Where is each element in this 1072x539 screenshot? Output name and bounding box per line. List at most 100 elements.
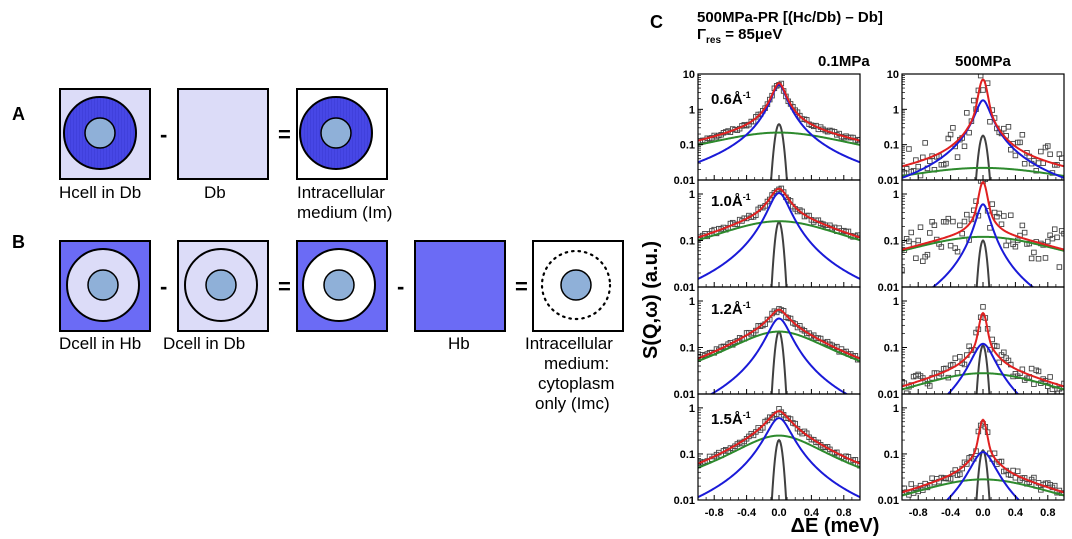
data-point [1035,256,1042,262]
data-point [1019,132,1026,138]
b-label-dcell-in-db: Dcell in Db [163,334,245,353]
b-cytoplasm-box [532,240,624,332]
data-point [927,158,933,164]
q-label-1-2: 1.2Å-1 [711,300,751,318]
data-point [1012,243,1019,250]
x-tick-label: 0.4 [1008,507,1024,519]
y-tick-label: 1 [893,104,899,116]
data-point [1001,213,1007,219]
resolution-curve [975,448,991,500]
x-tick-label: 0.0 [975,507,990,519]
panel-c-resolution-label: Γres = 85μeV [697,26,782,46]
data-point [943,160,949,167]
data-point [964,211,970,218]
data-point [952,143,958,150]
broad-component-curve [902,166,1064,177]
total-fit-curve [902,418,1064,494]
b-label-hb: Hb [448,334,470,353]
data-point [927,230,933,236]
qens-panel: 10 1 0.1 0.01 [878,69,1065,187]
broad-component-curve [902,372,1064,391]
data-point [780,189,787,195]
data-point [1045,238,1051,245]
plot-frame [901,179,1065,288]
y-tick-label: 0.1 [884,449,899,461]
data-point [915,237,921,244]
x-axis-title: ΔE (meV) [791,515,880,537]
y-tick-label: 0.01 [878,282,899,294]
panel-c-letter: C [650,12,663,32]
data-point [913,255,919,261]
b-dcell-in-hb-box [59,240,151,332]
data-point [903,390,910,394]
a-label-medium-im: medium (Im) [297,203,392,222]
y-tick-label: 10 [887,69,899,81]
data-point [922,140,928,146]
data-point [957,471,963,478]
q-label-1-0: 1.0Å-1 [711,192,751,210]
b-operator-minus-1: - [160,274,167,299]
data-point [1005,124,1012,130]
total-fit-curve [698,410,860,465]
qens-panel: 1 0.1 0.01 [674,179,861,294]
y-tick-label: 1 [689,104,695,116]
y-tick-label: 1 [689,403,695,415]
data-point [1014,468,1021,475]
data-point [1031,474,1037,481]
data-point [947,476,954,482]
resolution-curve [770,330,788,394]
y-tick-label: 1 [893,296,899,308]
panel-c: C 500MPa-PR [(Hc/Db) – Db] Γres = 85μeV … [640,9,1065,537]
b-operator-equals-1: = [278,274,291,299]
data-point [966,129,972,136]
y-tick-label: 0.01 [674,389,695,401]
data-point [982,180,989,182]
data-point [957,222,963,229]
column-header-0-1mpa: 0.1MPa [818,53,870,70]
data-point [1017,139,1023,146]
y-tick-label: 0.1 [680,342,695,354]
qens-panel: 1 0.1 0.01 [878,179,1065,294]
broad-component-curve [698,220,860,242]
b-label-medium: medium: [544,354,609,373]
column-header-500mpa: 500MPa [955,53,1012,70]
x-tick-label: 0.4 [804,507,820,519]
data-point [1001,125,1007,132]
x-tick-label: 0.8 [836,507,851,519]
y-tick-label: 0.1 [884,140,899,152]
data-point [906,146,912,152]
data-point [1021,160,1028,167]
broad-component-curve [698,434,860,469]
data-point [987,118,993,125]
data-point [917,224,924,230]
data-point [947,131,954,138]
data-point [994,343,1000,350]
data-point [920,258,926,265]
panel-a-letter: A [12,104,25,124]
broad-component-curve [698,330,860,362]
y-tick-label: 0.01 [878,175,899,187]
data-point [952,355,958,362]
x-tick-label: -0.4 [737,507,757,519]
resolution-curve [974,134,992,180]
qens-panel: 10 1 0.1 0.01 [674,69,861,187]
total-fit-curve [902,78,1064,168]
broad-component-curve [698,131,860,146]
a-operator-minus: - [160,122,167,147]
data-point [970,97,977,104]
data-point [1038,148,1044,155]
a-operator-equals: = [278,122,291,147]
resolution-curve [770,438,788,500]
b-difference-box [296,240,388,332]
a-label-intracellular: Intracellular [297,183,385,202]
narrow-component-curve [945,451,1021,500]
data-point [924,251,931,258]
data-point [1051,226,1058,232]
b-hb-box [414,240,506,332]
qens-plots: 1010.10.011010.10.0110.10.0110.10.0110.1… [674,69,1065,519]
data-point [945,215,952,222]
broad-component-curve [902,235,1064,252]
data-point [938,244,945,250]
data-point [989,201,996,207]
